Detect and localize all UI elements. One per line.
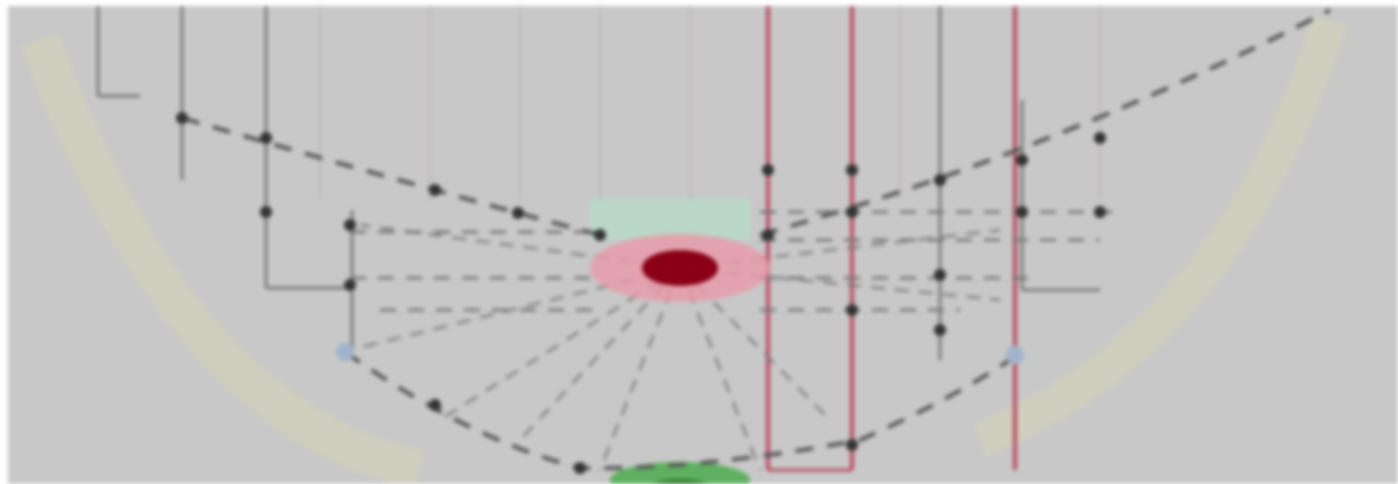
node-dot-2 <box>260 206 272 218</box>
lower-curve <box>343 350 1012 471</box>
node-dot-14 <box>1094 132 1106 144</box>
node-dot-11 <box>846 206 858 218</box>
bottom-patch-core <box>652 479 708 484</box>
left-fade-band <box>21 33 425 484</box>
node-dot-15 <box>934 269 946 281</box>
node-dot-0 <box>176 112 188 124</box>
ray-2 <box>518 266 682 442</box>
top-border-strip <box>0 0 1398 6</box>
upper-curve-right <box>759 8 1331 237</box>
node-dot-5 <box>429 184 441 196</box>
node-dot-20 <box>429 399 441 411</box>
node-dot-10 <box>762 229 774 241</box>
blue-marker-right <box>1006 346 1024 364</box>
node-dot-17 <box>934 324 946 336</box>
node-dot-18 <box>1016 206 1028 218</box>
upper-curve-left <box>181 116 601 237</box>
node-dot-19 <box>1094 206 1106 218</box>
node-dot-12 <box>934 174 946 186</box>
node-dot-8 <box>762 164 774 176</box>
node-dot-9 <box>846 164 858 176</box>
node-dot-21 <box>574 462 586 474</box>
node-dot-22 <box>846 439 858 451</box>
node-dot-6 <box>512 207 524 219</box>
node-dot-16 <box>846 304 858 316</box>
node-dot-4 <box>344 279 356 291</box>
ray-4 <box>678 267 762 471</box>
left-border-strip <box>0 0 8 484</box>
node-dot-1 <box>260 132 272 144</box>
right-fade-band <box>973 14 1348 457</box>
node-dot-13 <box>1016 154 1028 166</box>
ray-3 <box>598 267 682 471</box>
center-blob <box>642 250 718 286</box>
diagram-marks <box>21 6 1348 484</box>
node-dot-7 <box>594 229 606 241</box>
node-dot-3 <box>344 219 356 231</box>
blue-marker-left <box>336 343 354 361</box>
top-patch <box>590 198 750 240</box>
